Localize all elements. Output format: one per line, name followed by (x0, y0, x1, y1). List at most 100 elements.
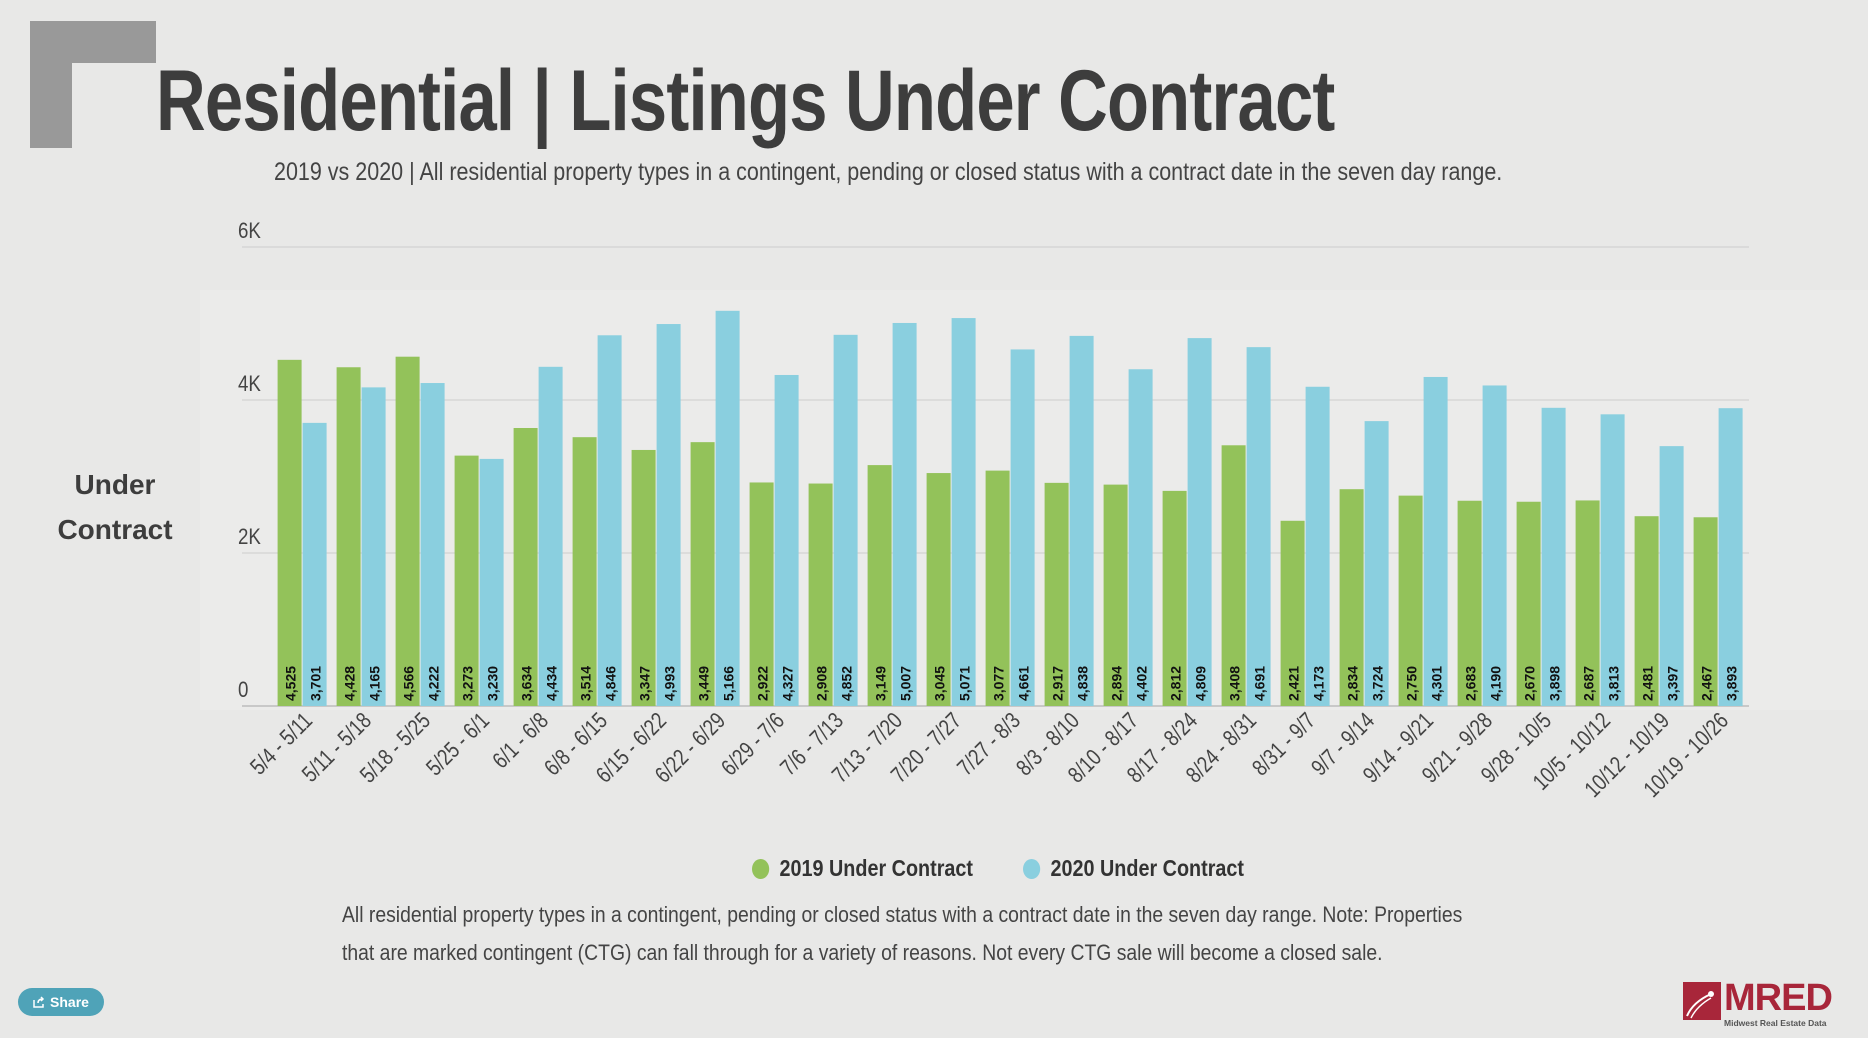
data-label: 2,687 (1581, 666, 1597, 701)
bar-2020 (656, 324, 681, 706)
legend-swatch-2020 (1022, 858, 1041, 879)
bar-2019 (277, 359, 302, 706)
bar-2020 (420, 383, 445, 706)
data-label: 3,045 (932, 666, 948, 701)
bar-2020 (538, 366, 563, 706)
data-label: 3,347 (637, 666, 653, 701)
data-label: 5,071 (957, 666, 973, 701)
bar-2019 (1280, 520, 1305, 706)
legend: 2019 Under Contract 2020 Under Contract (752, 855, 1294, 882)
share-icon (33, 996, 45, 1008)
data-label: 5,166 (721, 666, 737, 701)
data-label: 2,894 (1109, 666, 1125, 701)
bar-2020 (1069, 335, 1094, 706)
data-label: 3,893 (1724, 666, 1740, 701)
data-label: 4,222 (426, 666, 442, 701)
y-tick-label: 6K (238, 220, 261, 244)
data-label: 4,809 (1193, 666, 1209, 701)
bar-2020 (1482, 385, 1507, 706)
bar-2019 (572, 437, 597, 706)
data-label: 2,917 (1050, 666, 1066, 701)
legend-label-2019: 2019 Under Contract (779, 855, 973, 881)
data-label: 3,813 (1606, 666, 1622, 701)
share-label: Share (50, 994, 89, 1010)
bar-2019 (690, 442, 715, 706)
data-label: 2,683 (1463, 666, 1479, 701)
page-subtitle: 2019 vs 2020 | All residential property … (274, 158, 1503, 186)
data-label: 3,634 (519, 666, 535, 701)
share-button[interactable]: Share (18, 988, 104, 1016)
data-label: 4,327 (780, 666, 796, 701)
bar-2020 (951, 318, 976, 706)
bar-2019 (395, 356, 420, 706)
data-label: 3,230 (485, 666, 501, 701)
x-tick-label: 8/31 - 9/7 (1248, 708, 1321, 781)
bar-2020 (1423, 376, 1448, 706)
page-title: Residential | Listings Under Contract (156, 53, 1335, 149)
bar-2020 (1541, 407, 1566, 706)
data-label: 4,846 (603, 666, 619, 701)
bar-2019 (808, 483, 833, 706)
bar-2019 (1162, 490, 1187, 706)
bar-2019 (454, 455, 479, 706)
bar-2020 (479, 458, 504, 706)
legend-item-2020: 2020 Under Contract (1022, 855, 1244, 882)
data-label: 4,691 (1252, 666, 1268, 701)
data-label: 4,402 (1134, 666, 1150, 701)
bar-2019 (1634, 516, 1659, 706)
data-label: 3,449 (696, 666, 712, 701)
bar-2019 (749, 482, 774, 706)
data-label: 2,908 (814, 666, 830, 701)
bar-2020 (1364, 421, 1389, 706)
data-label: 4,852 (839, 666, 855, 701)
bar-2019 (867, 465, 892, 706)
data-label: 2,670 (1522, 666, 1538, 701)
bar-2020 (833, 334, 858, 706)
legend-item-2019: 2019 Under Contract (752, 855, 973, 882)
data-label: 2,750 (1404, 666, 1420, 701)
bar-2019 (1398, 495, 1423, 706)
y-tick-label: 4K (238, 373, 261, 397)
data-label: 4,661 (1016, 666, 1032, 701)
corner-decoration (30, 21, 72, 148)
bar-2019 (926, 473, 951, 706)
data-label: 4,838 (1075, 666, 1091, 701)
bar-2020 (1010, 349, 1035, 706)
y-axis-label: Under Contract (57, 469, 173, 545)
bar-2020 (361, 387, 386, 706)
bar-2019 (1103, 484, 1128, 706)
bar-2020 (1187, 338, 1212, 706)
mred-logo: MRED Midwest Real Estate Data (1683, 977, 1833, 1029)
data-label: 2,481 (1640, 666, 1656, 701)
data-label: 4,165 (367, 666, 383, 701)
data-label: 3,273 (460, 666, 476, 701)
data-label: 3,898 (1547, 666, 1563, 701)
data-label: 3,408 (1227, 666, 1243, 701)
data-label: 2,922 (755, 666, 771, 701)
data-label: 4,190 (1488, 666, 1504, 701)
x-tick-label: 7/27 - 8/3 (953, 708, 1026, 781)
bar-2020 (1128, 369, 1153, 706)
data-label: 3,701 (308, 666, 324, 701)
bar-2019 (1516, 501, 1541, 706)
bar-2019 (985, 470, 1010, 706)
bar-2019 (513, 427, 538, 706)
bar-2019 (1221, 445, 1246, 706)
bar-2019 (1575, 500, 1600, 706)
data-label: 4,566 (401, 666, 417, 701)
logo-subtext: Midwest Real Estate Data (1724, 1018, 1827, 1028)
data-label: 3,149 (873, 666, 889, 701)
x-tick-label: 5/25 - 6/1 (422, 708, 495, 781)
logo-text: MRED (1724, 977, 1833, 1019)
x-tick-label: 6/29 - 7/6 (717, 708, 790, 781)
bar-2020 (1246, 347, 1271, 706)
bar-2019 (1457, 500, 1482, 706)
bar-2019 (1044, 482, 1069, 706)
data-label: 5,007 (898, 666, 914, 701)
data-label: 4,428 (342, 666, 358, 701)
bar-2020 (715, 310, 740, 706)
legend-swatch-2019 (752, 858, 770, 879)
data-label: 3,724 (1370, 666, 1386, 701)
data-label: 3,397 (1665, 666, 1681, 701)
